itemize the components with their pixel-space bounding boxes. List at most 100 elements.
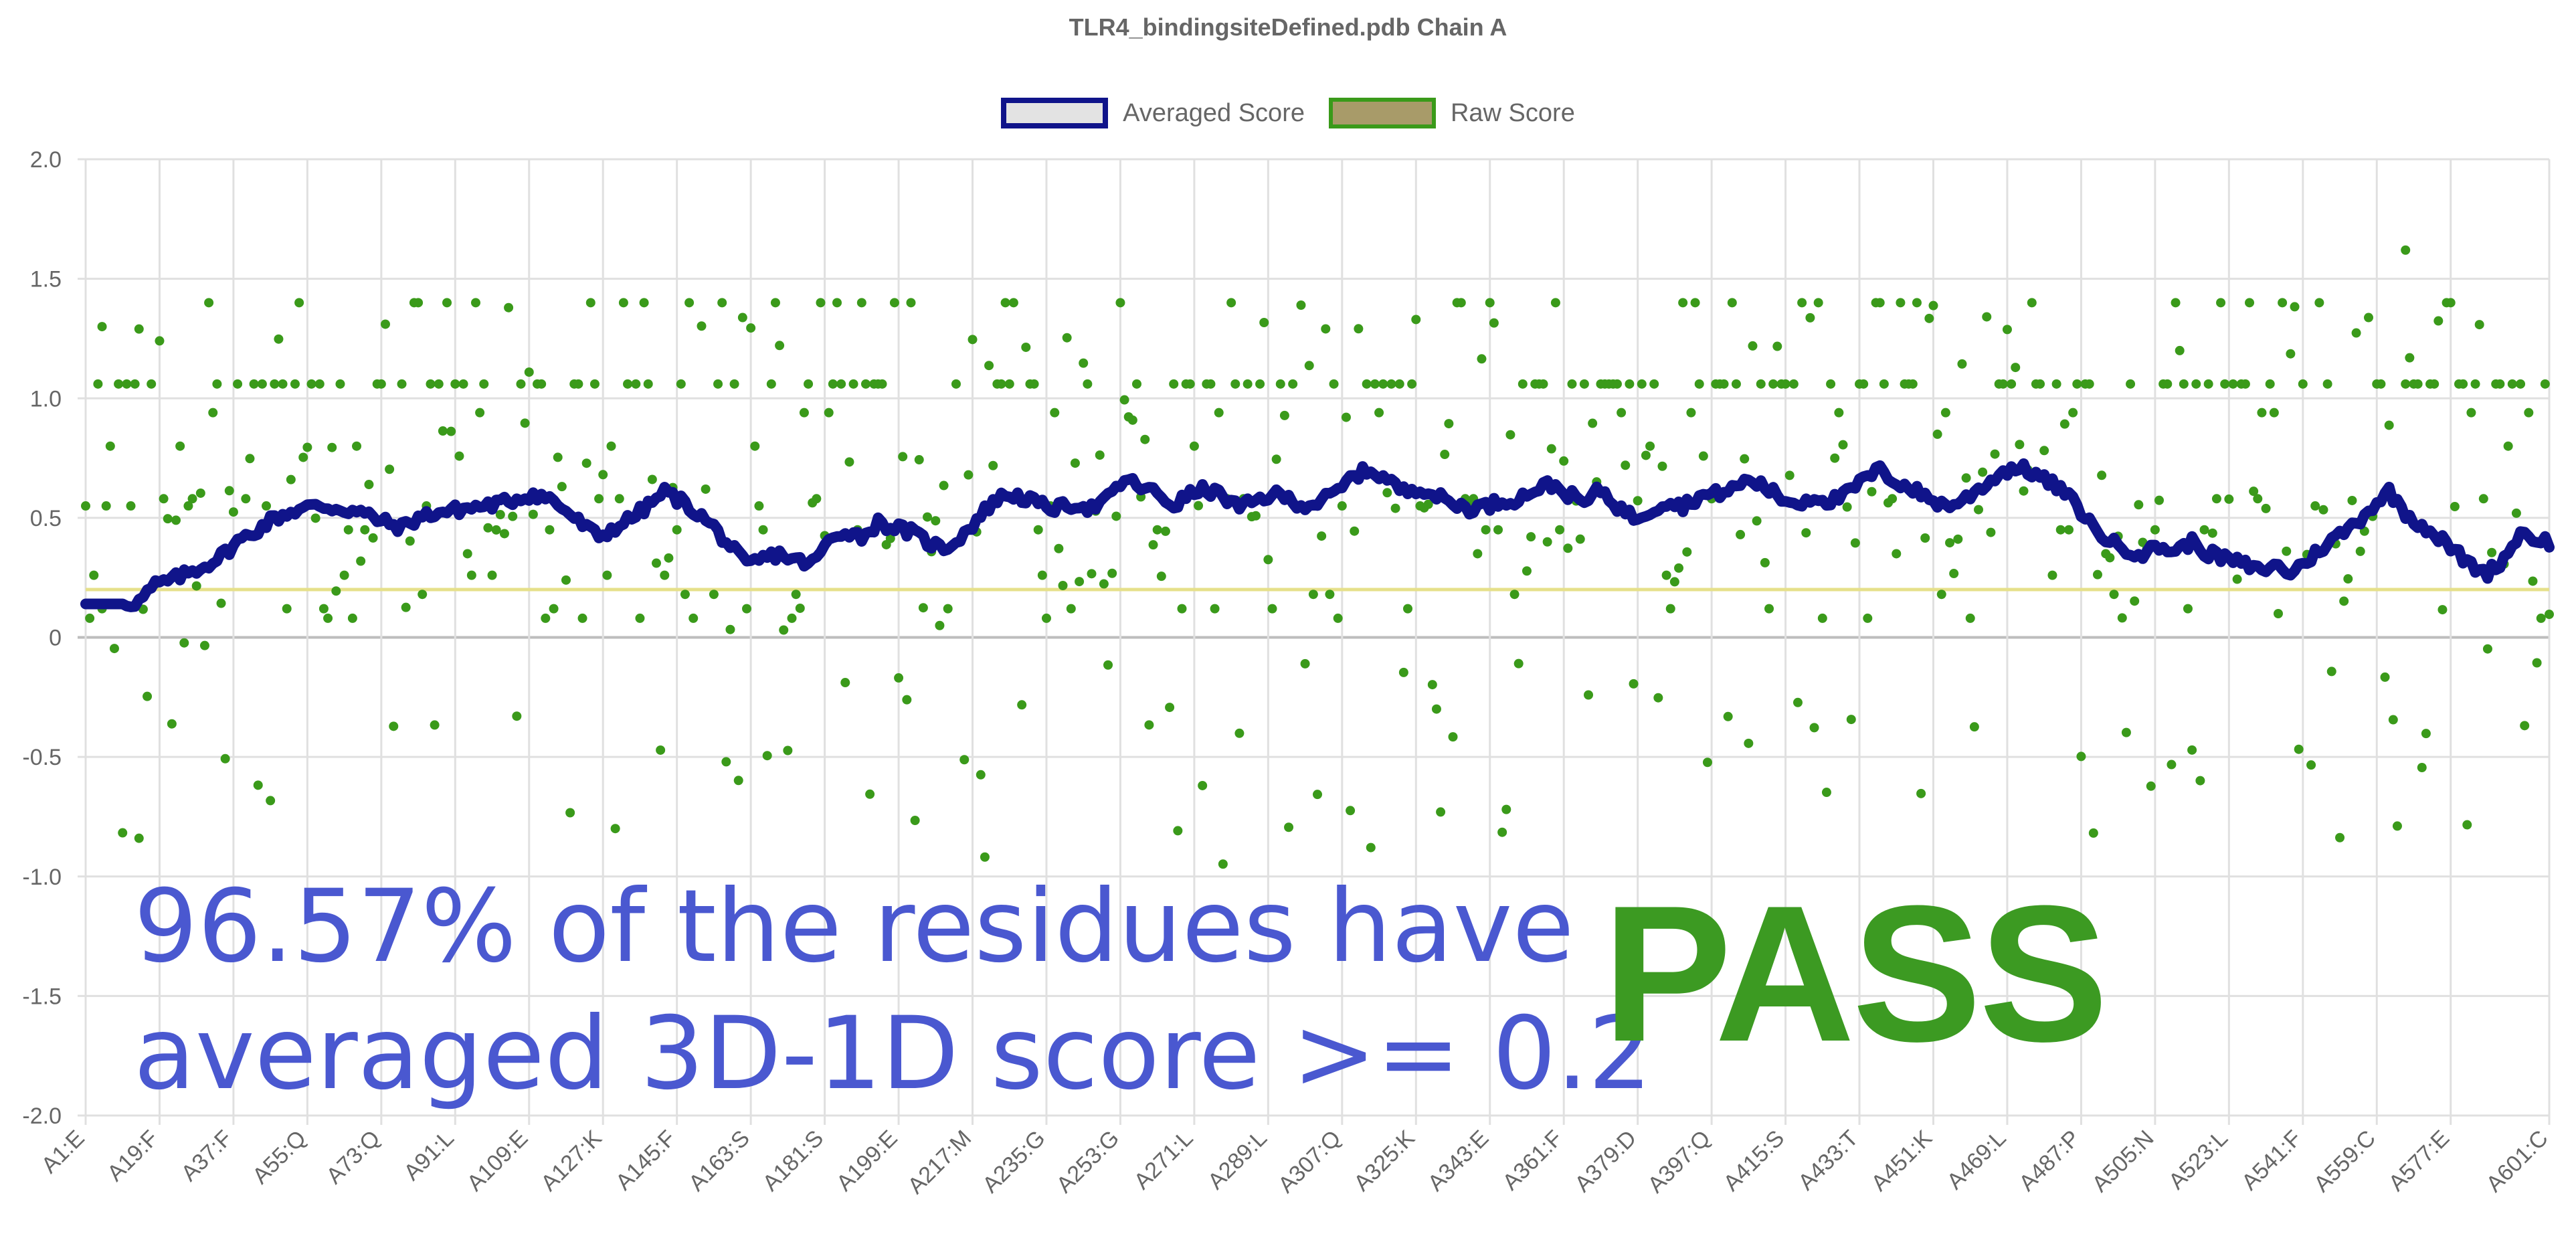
raw-score-point <box>2207 528 2217 538</box>
raw-score-point <box>413 298 424 308</box>
raw-score-point <box>1974 505 1984 515</box>
raw-score-point <box>1444 419 1454 429</box>
raw-score-point <box>1850 538 1860 548</box>
raw-score-point <box>1740 454 1750 464</box>
raw-score-point <box>171 515 181 525</box>
raw-score-point <box>1218 859 1228 869</box>
raw-score-point <box>2109 590 2119 600</box>
raw-score-point <box>902 695 912 705</box>
raw-score-point <box>828 379 838 389</box>
raw-score-point <box>918 603 928 613</box>
raw-score-point <box>1390 503 1400 513</box>
raw-score-point <box>2532 658 2542 668</box>
raw-score-point <box>914 455 924 465</box>
raw-score-point <box>143 691 153 701</box>
raw-score-point <box>286 474 296 484</box>
raw-score-point <box>1892 549 1902 559</box>
x-tick-label: A91:L <box>399 1126 459 1186</box>
raw-score-point <box>2273 609 2283 619</box>
raw-score-point <box>1058 580 1068 590</box>
x-axis: A1:E A19:F A37:F A55:Q A73:Q A91:L A109:E A127:… <box>37 1126 2553 1199</box>
raw-score-point <box>2199 525 2209 535</box>
raw-score-point <box>860 379 870 389</box>
raw-score-point <box>729 379 739 389</box>
raw-score-point <box>2203 379 2213 389</box>
raw-score-point <box>2007 379 2017 389</box>
y-tick-label: -0.5 <box>22 745 62 770</box>
raw-score-point <box>1095 450 1105 460</box>
raw-score-point <box>1267 604 1277 614</box>
raw-score-point <box>1156 571 1166 582</box>
raw-score-point <box>1493 525 1503 535</box>
raw-score-point <box>1366 842 1376 853</box>
raw-score-point <box>1308 590 1318 600</box>
raw-score-point <box>1792 697 1803 707</box>
raw-score-point <box>1764 604 1774 614</box>
raw-score-point <box>278 379 288 389</box>
raw-score-point <box>1641 450 1651 460</box>
raw-score-point <box>812 494 822 504</box>
raw-score-point <box>454 451 464 461</box>
raw-score-point <box>101 501 111 511</box>
raw-score-point <box>323 613 333 623</box>
raw-score-point <box>1702 758 1712 768</box>
raw-score-point <box>1398 667 1408 677</box>
grid-lines <box>78 158 2551 1125</box>
raw-score-point <box>2392 821 2402 831</box>
raw-score-point <box>155 336 165 346</box>
raw-score-point <box>2343 574 2353 584</box>
raw-score-point <box>241 494 251 504</box>
raw-score-point <box>2318 505 2328 515</box>
raw-score-point <box>589 379 600 389</box>
raw-score-point <box>1517 379 1528 389</box>
raw-score-point <box>1394 379 1404 389</box>
raw-score-point <box>943 604 953 614</box>
pass-verdict: PASS <box>1602 865 2108 1082</box>
raw-score-point <box>458 379 468 389</box>
raw-score-point <box>2027 298 2037 308</box>
raw-score-point <box>1321 324 1331 334</box>
raw-score-point <box>512 711 522 721</box>
raw-score-point <box>2076 751 2086 762</box>
raw-score-point <box>804 379 814 389</box>
raw-score-point <box>508 511 518 521</box>
raw-score-point <box>1957 359 1967 369</box>
x-tick-label: A559:C <box>2309 1126 2381 1197</box>
raw-score-point <box>2314 298 2324 308</box>
raw-score-points <box>81 245 2554 869</box>
raw-score-point <box>2388 715 2398 725</box>
raw-score-point <box>1875 298 1885 308</box>
raw-score-point <box>528 509 538 519</box>
raw-score-point <box>2154 495 2165 505</box>
raw-score-point <box>2039 446 2049 456</box>
raw-score-point <box>585 298 595 308</box>
raw-score-point <box>684 298 695 308</box>
x-tick-label: A199:E <box>832 1126 903 1196</box>
raw-score-point <box>199 640 209 650</box>
raw-score-point <box>2195 776 2205 786</box>
raw-score-point <box>1698 451 1708 461</box>
raw-score-point <box>1263 555 1273 565</box>
raw-score-point <box>385 464 395 474</box>
raw-score-point <box>2507 379 2517 389</box>
raw-score-point <box>114 379 124 389</box>
raw-score-point <box>1177 604 1187 614</box>
raw-score-point <box>208 408 218 418</box>
x-tick-label: A1:E <box>37 1126 90 1178</box>
raw-score-point <box>2245 298 2255 308</box>
raw-score-point <box>1867 486 1877 497</box>
x-tick-label: A577:E <box>2384 1126 2455 1196</box>
raw-score-point <box>1131 379 1141 389</box>
raw-score-point <box>770 298 780 308</box>
raw-score-point <box>577 613 587 623</box>
raw-score-point <box>651 558 661 568</box>
raw-score-point <box>1809 723 1819 733</box>
raw-score-point <box>832 298 842 308</box>
raw-score-point <box>1066 604 1076 614</box>
legend-item-averaged-score[interactable]: Averaged Score <box>1001 98 1305 128</box>
x-tick-label: A307:Q <box>1273 1126 1346 1198</box>
raw-score-point <box>581 458 591 468</box>
raw-score-point <box>253 780 263 790</box>
legend-item-raw-score[interactable]: Raw Score <box>1328 98 1575 128</box>
